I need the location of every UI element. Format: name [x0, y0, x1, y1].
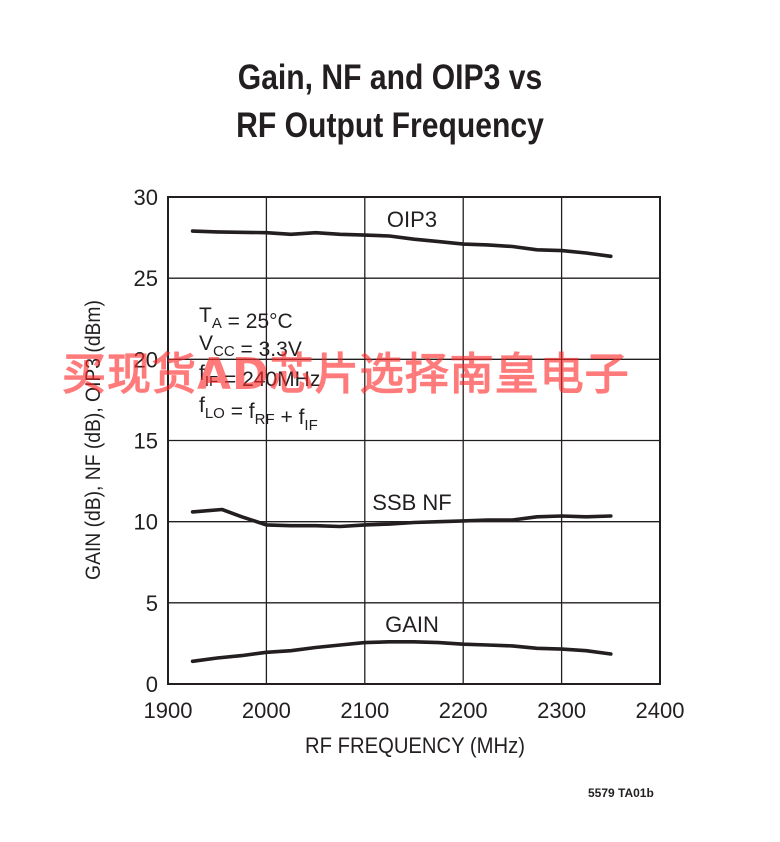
figure-reference: 5579 TA01b — [588, 786, 654, 800]
chart-title-line-1: Gain, NF and OIP3 vs — [237, 58, 543, 97]
series-lines — [190, 229, 613, 664]
y-tick-label-2: 10 — [134, 510, 158, 535]
series-label-gain: GAIN — [385, 612, 439, 637]
x-axis-label: RF FREQUENCY (MHz) — [305, 734, 525, 758]
watermark-text: 买现货AD芯片选择南皇电子 — [62, 349, 630, 400]
series-label-ssb-nf: SSB NF — [372, 490, 451, 515]
condition-line-1: VCC = 3.3V — [199, 332, 302, 361]
y-tick-label-6: 30 — [134, 185, 158, 210]
condition-line-3: fLO = fRF + fIF — [199, 394, 318, 434]
series-labels: OIP3 SSB NF GAIN — [372, 207, 451, 637]
x-tick-label-3: 2200 — [439, 698, 488, 723]
x-tick-label-0: 1900 — [144, 698, 193, 723]
series-line-oip3 — [190, 229, 613, 259]
y-tick-label-3: 15 — [134, 429, 158, 454]
condition-line-0: TA = 25°C — [199, 304, 293, 333]
y-axis-label: GAIN (dB), NF (dB), OIP3 (dBm) — [82, 300, 105, 580]
y-tick-label-0: 0 — [146, 672, 158, 697]
series-line-ssb-nf — [190, 507, 613, 529]
series-line-gain — [190, 639, 613, 664]
x-tick-label-4: 2300 — [537, 698, 586, 723]
y-tick-label-1: 5 — [146, 591, 158, 616]
x-tick-label-1: 2000 — [242, 698, 291, 723]
y-tick-labels: 0 5 10 15 20 25 30 — [134, 185, 158, 697]
y-tick-label-4: 20 — [134, 347, 158, 372]
x-tick-labels: 1900 2000 2100 2200 2300 2400 — [144, 698, 685, 723]
y-tick-label-5: 25 — [134, 266, 158, 291]
condition-line-2: fIF = 240MHz — [199, 362, 320, 391]
x-tick-label-2: 2100 — [340, 698, 389, 723]
x-tick-label-5: 2400 — [636, 698, 685, 723]
chart-title-line-2: RF Output Frequency — [236, 106, 544, 145]
grid-lines — [167, 196, 661, 685]
series-label-oip3: OIP3 — [387, 207, 437, 232]
plot-frame — [167, 196, 661, 685]
